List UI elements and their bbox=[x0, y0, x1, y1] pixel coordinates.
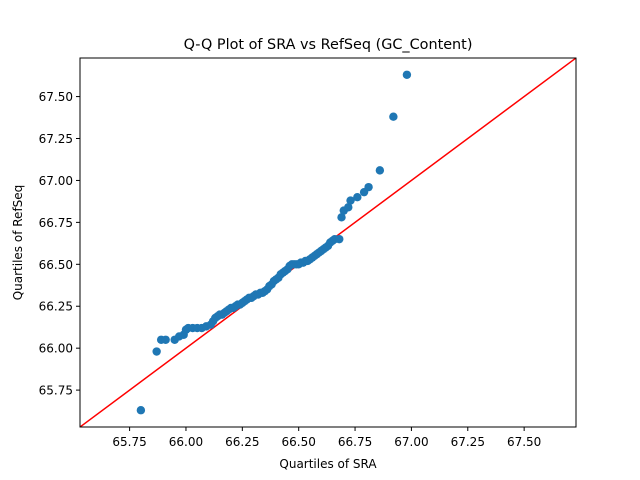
y-tick-label: 66.00 bbox=[39, 342, 73, 356]
data-point bbox=[346, 196, 355, 205]
x-tick-label: 67.50 bbox=[507, 435, 541, 449]
data-point bbox=[375, 166, 385, 175]
y-axis-ticks: 65.75 66.00 66.25 66.50 66.75 67.00 67.25 67.50 bbox=[39, 90, 80, 398]
x-axis-ticks: 65.75 66.00 66.25 66.50 66.75 67.00 67.25 67.50 bbox=[112, 427, 541, 449]
data-point bbox=[389, 112, 398, 121]
x-tick-label: 66.25 bbox=[225, 435, 259, 449]
data-points-layer bbox=[136, 70, 412, 415]
y-tick-label: 67.00 bbox=[39, 174, 73, 188]
x-tick-label: 66.00 bbox=[169, 435, 203, 449]
data-point bbox=[344, 203, 353, 212]
y-tick-label: 65.75 bbox=[39, 384, 73, 398]
x-axis-label: Quartiles of SRA bbox=[279, 457, 377, 471]
data-point bbox=[161, 335, 170, 344]
data-point bbox=[337, 213, 346, 222]
y-tick-label: 66.50 bbox=[39, 258, 73, 272]
data-point bbox=[353, 193, 362, 202]
data-point bbox=[364, 182, 373, 192]
data-point bbox=[335, 234, 344, 244]
x-tick-label: 67.25 bbox=[451, 435, 485, 449]
y-tick-label: 66.25 bbox=[39, 300, 73, 314]
chart-title: Q-Q Plot of SRA vs RefSeq (GC_Content) bbox=[184, 37, 473, 53]
y-tick-label: 67.50 bbox=[39, 90, 73, 104]
data-point bbox=[152, 347, 161, 356]
y-tick-label: 66.75 bbox=[39, 216, 73, 230]
x-tick-label: 66.75 bbox=[338, 435, 372, 449]
plot-frame bbox=[79, 57, 577, 428]
data-point bbox=[402, 70, 412, 79]
data-point bbox=[136, 406, 146, 415]
x-tick-label: 65.75 bbox=[112, 435, 146, 449]
x-tick-label: 66.50 bbox=[282, 435, 316, 449]
y-axis-label: Quartiles of RefSeq bbox=[11, 185, 25, 301]
y-tick-label: 67.25 bbox=[39, 132, 73, 146]
x-tick-label: 67.00 bbox=[394, 435, 428, 449]
